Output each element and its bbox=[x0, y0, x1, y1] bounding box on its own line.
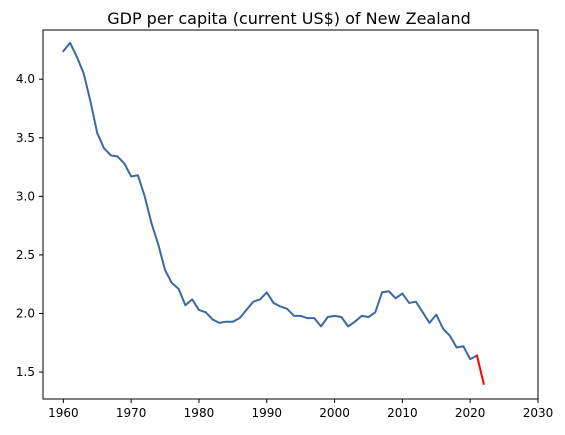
y-tick-label: 3.5 bbox=[16, 131, 35, 145]
x-tick-label: 1960 bbox=[48, 406, 79, 420]
x-tick-label: 1980 bbox=[184, 406, 215, 420]
y-tick-label: 3.0 bbox=[16, 189, 35, 203]
x-axis: 1960 1970 1980 1990 2000 2010 2020 2030 bbox=[48, 399, 553, 420]
y-tick-label: 2.0 bbox=[16, 306, 35, 320]
y-tick-label: 1.5 bbox=[16, 365, 35, 379]
y-tick-label: 2.5 bbox=[16, 248, 35, 262]
x-tick-label: 1990 bbox=[251, 406, 282, 420]
x-tick-label: 1970 bbox=[116, 406, 147, 420]
plot-frame bbox=[42, 29, 539, 400]
y-tick-label: 4.0 bbox=[16, 72, 35, 86]
chart-title: GDP per capita (current US$) of New Zeal… bbox=[107, 9, 471, 28]
y-axis: 1.5 2.0 2.5 3.0 3.5 4.0 bbox=[16, 72, 43, 379]
series-layer bbox=[61, 41, 485, 385]
x-tick-label: 2010 bbox=[387, 406, 418, 420]
x-tick-label: 2030 bbox=[523, 406, 554, 420]
x-tick-label: 2020 bbox=[455, 406, 486, 420]
gdp-series-line bbox=[61, 41, 479, 361]
forecast-series-line bbox=[475, 354, 485, 385]
x-tick-label: 2000 bbox=[319, 406, 350, 420]
